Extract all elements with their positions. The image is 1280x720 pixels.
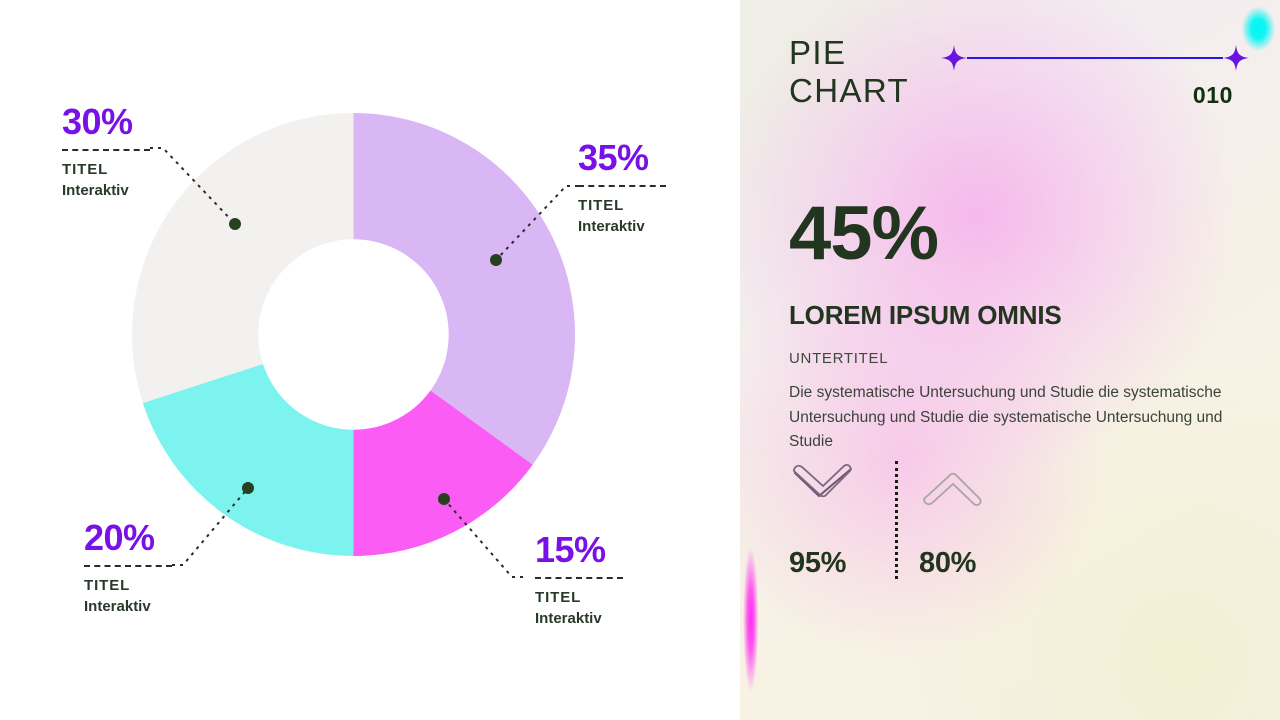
- callout-15-subtitle: Interaktiv: [535, 610, 602, 628]
- callout-15-rule: [535, 577, 623, 579]
- donut-chart-svg: [132, 113, 575, 556]
- callout-35-title: TITEL: [578, 197, 625, 214]
- headline-percent: 45%: [789, 191, 939, 276]
- callout-20-percent: 20%: [84, 517, 155, 558]
- subtitle-label: UNTERTITEL: [789, 350, 889, 367]
- stats-row: 95% 80%: [789, 461, 1089, 588]
- callout-15-percent: 15%: [535, 529, 606, 570]
- donut-chart[interactable]: [132, 113, 575, 556]
- sparkle-icon-left: [941, 45, 967, 71]
- donut-hole: [258, 239, 449, 430]
- info-panel: PIE CHART 010 45% LOREM IPSUM OMNIS UNTE…: [740, 0, 1280, 720]
- chevron-up-icon: [919, 463, 987, 511]
- callout-20-title: TITEL: [84, 577, 131, 594]
- callout-30-subtitle: Interaktiv: [62, 182, 129, 200]
- header-divider: [941, 45, 1249, 71]
- page-title-line-2: CHART: [789, 72, 910, 110]
- page-title: PIE CHART: [789, 34, 909, 111]
- callout-15[interactable]: 15% TITEL Interaktiv: [535, 532, 623, 630]
- chevron-down-icon: [789, 463, 857, 511]
- chart-panel: 30% TITEL Interaktiv 35% TITEL Interakti…: [62, 103, 666, 630]
- callout-30-rule: [62, 149, 150, 151]
- stat-value-0: 95%: [789, 547, 847, 579]
- deck-number: 010: [1192, 82, 1233, 108]
- callout-30-percent: 30%: [62, 101, 133, 142]
- headline-kicker: LOREM IPSUM OMNIS: [789, 300, 1062, 330]
- callout-20[interactable]: 20% TITEL Interaktiv: [84, 520, 172, 618]
- stats-divider: [895, 461, 898, 579]
- callout-35-subtitle: Interaktiv: [578, 218, 645, 236]
- callout-35[interactable]: 35% TITEL Interaktiv: [578, 140, 666, 238]
- callout-35-percent: 35%: [578, 137, 649, 178]
- callout-20-rule: [84, 565, 172, 567]
- page-title-line-1: PIE: [789, 34, 847, 71]
- sparkle-icon-right: [1223, 45, 1249, 71]
- callout-35-rule: [578, 185, 666, 187]
- callout-30[interactable]: 30% TITEL Interaktiv: [62, 104, 150, 202]
- callout-20-subtitle: Interaktiv: [84, 598, 151, 616]
- body-copy: Die systematische Untersuchung und Studi…: [789, 384, 1223, 451]
- stat-value-1: 80%: [919, 547, 977, 579]
- callout-30-title: TITEL: [62, 161, 109, 178]
- stat-item-0[interactable]: 95%: [789, 463, 857, 580]
- stat-item-1[interactable]: 80%: [919, 463, 987, 580]
- callout-15-title: TITEL: [535, 589, 582, 606]
